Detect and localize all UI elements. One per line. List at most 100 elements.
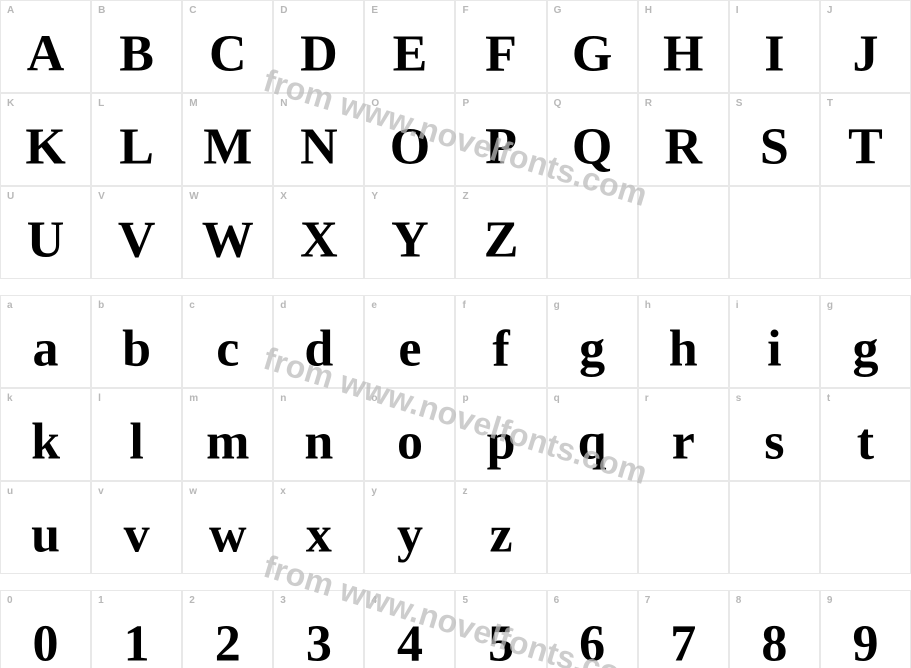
glyph-cell: gg [820, 295, 911, 388]
cell-glyph: F [485, 24, 517, 83]
glyph-cell: mm [182, 388, 273, 481]
glyph-cell: TT [820, 93, 911, 186]
cell-label: q [554, 393, 560, 404]
cell-label: I [736, 5, 739, 16]
glyph-cell: aa [0, 295, 91, 388]
glyph-cell [729, 481, 820, 574]
cell-label: g [554, 300, 560, 311]
cell-label: l [98, 393, 101, 404]
glyph-section: aabbccddeeffgghhiiggkkllmmnnooppqqrrsstt… [0, 295, 911, 574]
cell-label: K [7, 98, 14, 109]
cell-glyph: 3 [306, 614, 332, 668]
glyph-cell: rr [638, 388, 729, 481]
cell-label: R [645, 98, 652, 109]
glyph-cell: 44 [364, 590, 455, 668]
cell-label: y [371, 486, 377, 497]
cell-glyph: O [390, 117, 430, 176]
glyph-cell: NN [273, 93, 364, 186]
cell-glyph: p [487, 412, 516, 471]
glyph-cell: uu [0, 481, 91, 574]
cell-glyph: x [306, 505, 332, 564]
cell-label: e [371, 300, 377, 311]
glyph-cell: PP [455, 93, 546, 186]
glyph-cell: ll [91, 388, 182, 481]
cell-label: p [462, 393, 468, 404]
section-spacer [0, 574, 911, 590]
cell-glyph: Q [572, 117, 612, 176]
cell-label: Y [371, 191, 378, 202]
cell-glyph: 6 [579, 614, 605, 668]
cell-glyph: r [672, 412, 695, 471]
cell-glyph: T [848, 117, 883, 176]
cell-glyph: A [27, 24, 65, 83]
cell-label: T [827, 98, 833, 109]
cell-glyph: o [397, 412, 423, 471]
cell-label: d [280, 300, 286, 311]
glyph-cell: oo [364, 388, 455, 481]
glyph-cell: 00 [0, 590, 91, 668]
cell-glyph: c [216, 319, 239, 378]
cell-label: g [827, 300, 833, 311]
cell-glyph: u [31, 505, 60, 564]
cell-label: m [189, 393, 198, 404]
cell-label: F [462, 5, 468, 16]
cell-label: a [7, 300, 13, 311]
cell-glyph: M [203, 117, 252, 176]
cell-glyph: P [485, 117, 517, 176]
cell-label: 6 [554, 595, 560, 606]
glyph-cell: KK [0, 93, 91, 186]
glyph-cell: OO [364, 93, 455, 186]
glyph-cell: GG [547, 0, 638, 93]
cell-glyph: 9 [852, 614, 878, 668]
glyph-cell: dd [273, 295, 364, 388]
glyph-cell: 11 [91, 590, 182, 668]
cell-glyph: R [664, 117, 702, 176]
cell-glyph: V [118, 210, 156, 269]
cell-label: W [189, 191, 198, 202]
cell-glyph: J [852, 24, 878, 83]
cell-label: 0 [7, 595, 13, 606]
cell-glyph: l [129, 412, 143, 471]
glyph-cell: FF [455, 0, 546, 93]
cell-label: b [98, 300, 104, 311]
cell-glyph: G [572, 24, 612, 83]
glyph-cell: EE [364, 0, 455, 93]
glyph-cell: ss [729, 388, 820, 481]
glyph-cell: vv [91, 481, 182, 574]
cell-label: x [280, 486, 286, 497]
cell-glyph: a [33, 319, 59, 378]
glyph-cell: hh [638, 295, 729, 388]
cell-label: s [736, 393, 742, 404]
glyph-cell: JJ [820, 0, 911, 93]
cell-glyph: H [663, 24, 703, 83]
cell-label: N [280, 98, 287, 109]
glyph-cell: bb [91, 295, 182, 388]
glyph-cell: xx [273, 481, 364, 574]
cell-label: M [189, 98, 197, 109]
glyph-cell: QQ [547, 93, 638, 186]
cell-label: G [554, 5, 562, 16]
glyph-cell [638, 186, 729, 279]
glyph-cell: HH [638, 0, 729, 93]
cell-label: E [371, 5, 378, 16]
glyph-cell: zz [455, 481, 546, 574]
cell-label: u [7, 486, 13, 497]
cell-glyph: W [202, 210, 254, 269]
cell-glyph: 5 [488, 614, 514, 668]
cell-label: k [7, 393, 13, 404]
cell-glyph: d [304, 319, 333, 378]
cell-label: w [189, 486, 197, 497]
glyph-cell: cc [182, 295, 273, 388]
cell-glyph: Z [484, 210, 519, 269]
glyph-cell: tt [820, 388, 911, 481]
cell-glyph: 4 [397, 614, 423, 668]
glyph-cell: XX [273, 186, 364, 279]
cell-label: 5 [462, 595, 468, 606]
cell-glyph: 8 [761, 614, 787, 668]
cell-glyph: f [492, 319, 509, 378]
glyph-cell: YY [364, 186, 455, 279]
cell-glyph: C [209, 24, 247, 83]
glyph-section: 00112233445566778899 [0, 590, 911, 668]
cell-label: S [736, 98, 743, 109]
cell-glyph: q [578, 412, 607, 471]
